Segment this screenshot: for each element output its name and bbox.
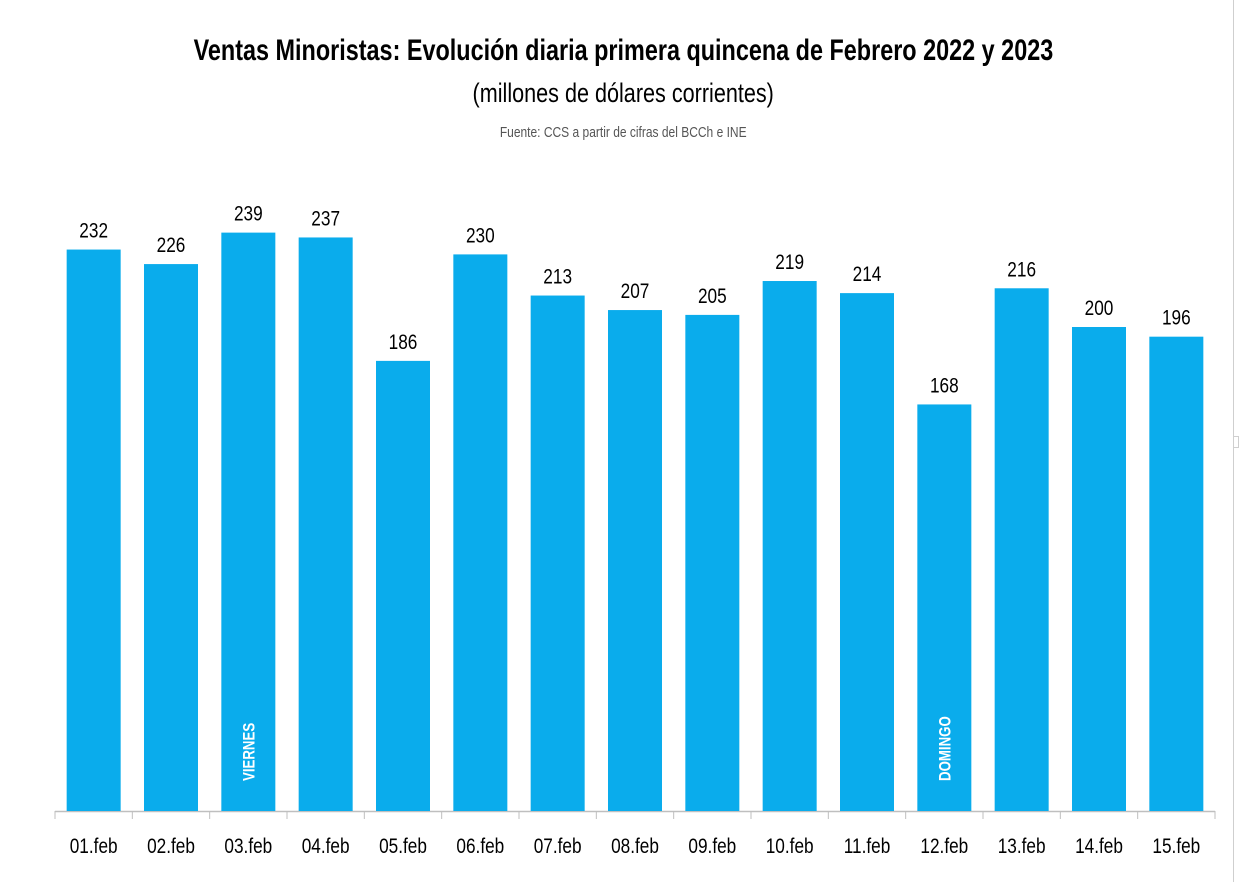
data-label-13.feb: 216 (1007, 259, 1036, 282)
tick-label-06.feb: 06.feb (456, 836, 504, 859)
tick-label-02.feb: 02.feb (147, 836, 195, 859)
frame-border (1233, 0, 1234, 882)
data-label-09.feb: 205 (698, 285, 727, 308)
tick-label-04.feb: 04.feb (302, 836, 350, 859)
bar-07.feb (530, 295, 585, 811)
tick-label-01.feb: 01.feb (70, 836, 118, 859)
tick-label-07.feb: 07.feb (534, 836, 582, 859)
annotation-domingo: DOMINGO (936, 716, 955, 781)
tick-label-08.feb: 08.feb (611, 836, 659, 859)
bar-04.feb (298, 237, 353, 811)
bar-15.feb (1149, 336, 1204, 811)
data-label-06.feb: 230 (466, 225, 495, 248)
data-label-05.feb: 186 (389, 331, 418, 354)
annotation-viernes: VIERNES (240, 723, 259, 781)
bar-09.feb (685, 314, 740, 811)
tick-label-10.feb: 10.feb (766, 836, 814, 859)
data-label-08.feb: 207 (621, 281, 650, 304)
bar-01.feb (66, 249, 121, 811)
data-label-02.feb: 226 (157, 235, 186, 258)
bar-08.feb (608, 310, 662, 811)
tick-label-05.feb: 05.feb (379, 836, 427, 859)
bar-11.feb (840, 293, 894, 811)
data-label-11.feb: 214 (853, 264, 882, 287)
bar-10.feb (762, 281, 817, 811)
data-label-10.feb: 219 (775, 252, 804, 275)
bar-13.feb (994, 288, 1049, 811)
bar-03.feb (221, 232, 276, 811)
tick-label-03.feb: 03.feb (224, 836, 272, 859)
data-label-07.feb: 213 (543, 266, 572, 289)
data-label-12.feb: 168 (930, 375, 959, 398)
tick-label-11.feb: 11.feb (844, 836, 891, 859)
bar-06.feb (453, 254, 508, 811)
bar-05.feb (376, 360, 430, 811)
bar-12.feb (917, 404, 972, 811)
tick-label-09.feb: 09.feb (688, 836, 736, 859)
chart-source-note: Fuente: CCS a partir de cifras del BCCh … (499, 124, 747, 141)
data-label-01.feb: 232 (79, 220, 108, 243)
data-label-14.feb: 200 (1085, 298, 1114, 321)
chart-subtitle: (millones de dólares corrientes) (472, 78, 774, 108)
frame-handle (1233, 436, 1239, 448)
data-label-03.feb: 239 (234, 203, 263, 226)
tick-label-14.feb: 14.feb (1075, 836, 1123, 859)
data-label-04.feb: 237 (311, 208, 340, 231)
data-label-15.feb: 196 (1162, 307, 1191, 330)
chart-title: Ventas Minoristas: Evolución diaria prim… (193, 34, 1054, 67)
bar-14.feb (1072, 327, 1126, 811)
tick-label-12.feb: 12.feb (920, 836, 968, 859)
tick-label-13.feb: 13.feb (998, 836, 1046, 859)
tick-label-15.feb: 15.feb (1152, 836, 1200, 859)
bar-02.feb (144, 264, 198, 812)
